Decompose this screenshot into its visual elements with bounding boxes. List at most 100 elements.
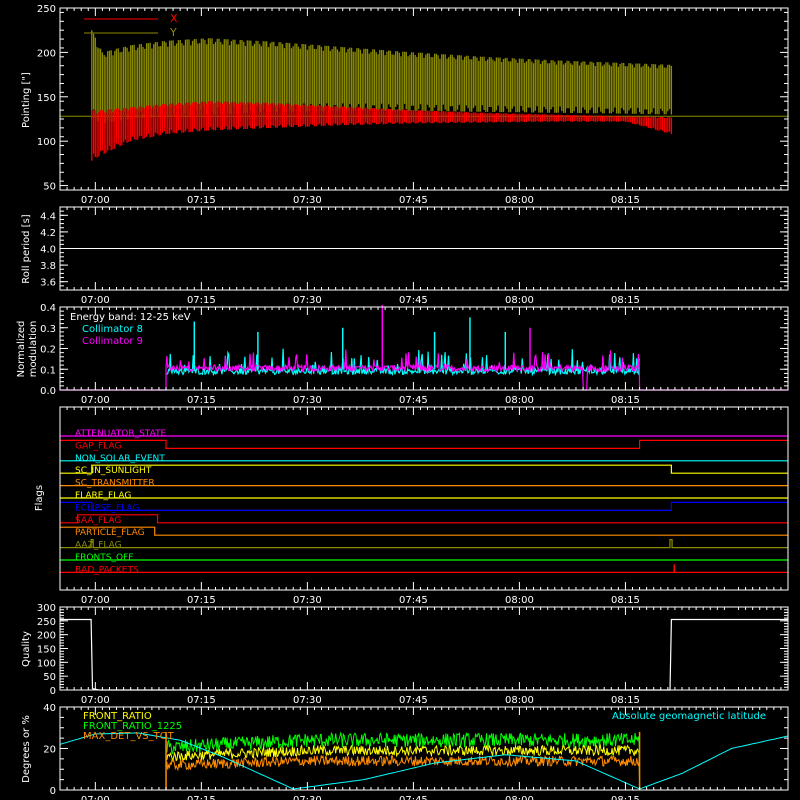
flag-line-gap-flag bbox=[60, 439, 788, 449]
modulation-xtick-label: 07:15 bbox=[187, 395, 216, 406]
pointing-ytick-label: 200 bbox=[37, 48, 56, 59]
pointing-ytick-label: 100 bbox=[37, 137, 56, 148]
modulation-legend-title: Energy band: 12-25 keV bbox=[70, 312, 191, 323]
roll-period-xtick-label: 08:15 bbox=[611, 295, 640, 306]
flags-xtick-label: 07:00 bbox=[81, 595, 110, 606]
modulation-ytick-label: 0.3 bbox=[40, 324, 56, 335]
ratios-xtick-label: 07:30 bbox=[293, 795, 322, 800]
modulation-ytick-label: 0.2 bbox=[40, 345, 56, 356]
modulation-xtick-label: 07:45 bbox=[399, 395, 428, 406]
legend-label-front-ratio: FRONT_RATIO bbox=[83, 711, 152, 722]
legend-label-x: X bbox=[170, 12, 178, 25]
flag-label-non-solar-event: NON_SOLAR_EVENT bbox=[75, 454, 165, 464]
latitude-label: Absolute geomagnetic latitude bbox=[612, 711, 766, 722]
modulation-xtick-label: 08:00 bbox=[505, 395, 534, 406]
flags-xtick-label: 08:15 bbox=[611, 595, 640, 606]
roll-period-ylabel: Roll period [s] bbox=[21, 214, 32, 283]
quality-xtick-label: 07:30 bbox=[293, 695, 322, 706]
flag-label-attenuator-state: ATTENUATOR_STATE bbox=[75, 429, 167, 439]
front-ratio-1225-line bbox=[165, 731, 641, 791]
flag-line-eclipse-flag bbox=[60, 501, 788, 511]
roll-period-xtick-label: 07:45 bbox=[399, 295, 428, 306]
ratios-xtick-label: 07:15 bbox=[187, 795, 216, 800]
flag-label-bad-packets: BAD_PACKETS bbox=[75, 565, 139, 575]
collimator-9-line bbox=[60, 349, 788, 391]
legend-label-max-det-vs-tot: MAX_DET_VS_TOT bbox=[83, 731, 175, 742]
ratios-ytick-label: 20 bbox=[43, 745, 56, 756]
quality-ytick-label: 200 bbox=[37, 631, 56, 642]
roll-period-ytick-label: 3.6 bbox=[40, 278, 56, 289]
quality-ytick-label: 300 bbox=[37, 603, 56, 614]
quality-ylabel: Quality bbox=[21, 631, 32, 667]
pointing-xtick-label: 08:15 bbox=[611, 195, 640, 206]
ratios-xtick-label: 07:00 bbox=[81, 795, 110, 800]
modulation-ytick-label: 0.4 bbox=[40, 303, 56, 314]
flag-label-saa-flag: SAA_FLAG bbox=[75, 516, 121, 526]
collimator-8-line bbox=[165, 348, 640, 377]
quality-xtick-label: 07:00 bbox=[81, 695, 110, 706]
pointing-ytick-label: 150 bbox=[37, 93, 56, 104]
modulation-ylabel-line2: modulation bbox=[28, 321, 39, 378]
quality-ytick-label: 0 bbox=[50, 686, 56, 697]
roll-period-ytick-label: 4.4 bbox=[40, 211, 56, 222]
roll-period-ytick-label: 4.2 bbox=[40, 228, 56, 239]
pointing-xtick-label: 07:00 bbox=[81, 195, 110, 206]
latitude-line bbox=[59, 732, 789, 790]
flags-xtick-label: 07:45 bbox=[399, 595, 428, 606]
panel-modulation: 07:00 07:15 07:30 07:45 08:00 08:15 0.0 0.1 0.2 0… bbox=[16, 303, 789, 406]
quality-ytick-label: 150 bbox=[37, 645, 56, 656]
legend-label-collimator-8: Collimator 8 bbox=[82, 324, 143, 335]
legend-label-y: Y bbox=[169, 26, 177, 39]
modulation-ytick-label: 0.0 bbox=[40, 386, 56, 397]
roll-period-xtick-label: 08:00 bbox=[505, 295, 534, 306]
flag-line-saa-flag bbox=[60, 514, 788, 524]
flag-label-aaz-flag: AAZ_FLAG bbox=[75, 541, 122, 551]
panel-roll-period: 07:00 07:15 07:30 07:45 08:00 08:15 3.6 3.8 4.0 4… bbox=[21, 206, 789, 306]
modulation-xtick-label: 07:00 bbox=[81, 395, 110, 406]
panel-flags: ATTENUATOR_STATE GAP_FLAG NON_SOLAR_EVENT S… bbox=[34, 406, 789, 606]
front-ratio-line bbox=[165, 743, 641, 791]
quality-xtick-label: 07:15 bbox=[187, 695, 216, 706]
modulation-xtick-label: 07:30 bbox=[293, 395, 322, 406]
flags-xtick-label: 07:30 bbox=[293, 595, 322, 606]
pointing-frame bbox=[59, 7, 789, 191]
flag-line-sc-in-sunlight bbox=[60, 464, 788, 474]
flag-label-sc-in-sunlight: SC_IN_SUNLIGHT bbox=[75, 466, 152, 476]
flag-label-gap-flag: GAP_FLAG bbox=[75, 441, 121, 451]
legend-label-front-ratio-1225: FRONT_RATIO_1225 bbox=[83, 721, 182, 732]
panel-ratios: 07:00 07:15 07:30 07:45 08:00 08:15 0 20 40 Degr… bbox=[21, 703, 789, 800]
flag-label-sc-transmitter: SC_TRANSMITTER bbox=[75, 479, 155, 489]
panel-pointing: 07:00 07:15 07:30 07:45 08:00 08:15 50 100 150 20… bbox=[21, 4, 789, 206]
flag-label-fronts-off: FRONTS_OFF bbox=[75, 553, 133, 563]
ratios-xtick-label: 07:45 bbox=[399, 795, 428, 800]
pointing-xtick-label: 08:00 bbox=[505, 195, 534, 206]
flags-xtick-label: 08:00 bbox=[505, 595, 534, 606]
pointing-ytick-label: 250 bbox=[37, 4, 56, 15]
ratios-ylabel: Degrees or % bbox=[21, 715, 32, 783]
quality-ytick-label: 50 bbox=[43, 672, 56, 683]
flag-label-particle-flag: PARTICLE_FLAG bbox=[75, 528, 145, 538]
roll-period-xtick-label: 07:30 bbox=[293, 295, 322, 306]
max-det-vs-tot-line bbox=[165, 754, 641, 791]
flag-line-particle-flag bbox=[60, 526, 788, 536]
ratios-ytick-label: 40 bbox=[43, 703, 56, 714]
modulation-ylabel-line1: Normalized bbox=[16, 321, 27, 378]
quality-xtick-label: 08:15 bbox=[611, 695, 640, 706]
roll-period-ytick-label: 4.0 bbox=[40, 245, 56, 256]
flags-frame bbox=[59, 406, 789, 591]
pointing-xtick-label: 07:30 bbox=[293, 195, 322, 206]
roll-period-ytick-label: 3.8 bbox=[40, 261, 56, 272]
ratios-xtick-label: 08:00 bbox=[505, 795, 534, 800]
ratios-xtick-label: 08:15 bbox=[611, 795, 640, 800]
pointing-ylabel: Pointing ["] bbox=[21, 72, 32, 128]
quality-ytick-label: 250 bbox=[37, 617, 56, 628]
roll-period-xtick-label: 07:15 bbox=[187, 295, 216, 306]
panel-quality: 07:00 07:15 07:30 07:45 08:00 08:15 0 50 100 150 2… bbox=[21, 603, 789, 706]
roll-period-xtick-label: 07:00 bbox=[81, 295, 110, 306]
pointing-series-y bbox=[91, 30, 673, 124]
pointing-ytick-label: 50 bbox=[43, 182, 56, 193]
quality-xtick-label: 07:45 bbox=[399, 695, 428, 706]
pointing-xtick-label: 07:15 bbox=[187, 195, 216, 206]
